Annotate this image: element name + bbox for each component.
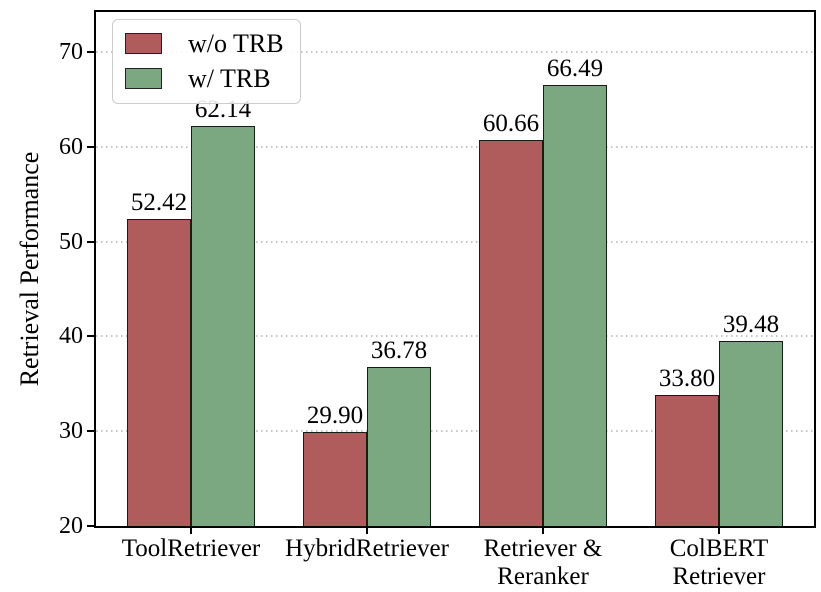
legend-item-wo-trb: w/o TRB (125, 30, 284, 57)
y-tick-mark-50 (87, 240, 96, 243)
x-tick-label-3: ColBERT Retriever (669, 535, 769, 590)
y-tick-label-70: 70 (59, 38, 83, 65)
y-tick-label-20: 20 (59, 513, 83, 539)
bar-wo-trb-3 (654, 395, 719, 526)
legend-swatch-wo-trb (125, 33, 162, 55)
bar-wo-trb-2 (478, 140, 543, 526)
y-tick-mark-40 (87, 335, 96, 338)
gridline-60 (96, 145, 814, 148)
y-axis-label: Retrieval Performance (15, 151, 44, 387)
x-tick-mark-3 (717, 525, 720, 534)
bar-w-trb-1 (367, 366, 431, 526)
bar-w-trb-3 (718, 341, 783, 526)
legend-label-wo-trb: w/o TRB (188, 29, 284, 58)
x-tick-mark-2 (541, 525, 544, 534)
plot-area: 20 30 40 50 60 70 ToolRetriever 52.42 62.14 Hybri… (59, 10, 816, 590)
gridline-30 (96, 430, 814, 433)
x-tick-label-0: ToolRetriever (121, 535, 261, 562)
gridline-70 (96, 50, 814, 53)
y-tick-mark-70 (87, 50, 96, 53)
y-tick-label-60: 60 (59, 133, 83, 160)
bar-wo-trb-0 (127, 218, 192, 526)
x-tick-label-2: Retriever & Reranker (483, 535, 603, 590)
y-tick-label-40: 40 (59, 323, 83, 350)
x-tick-mark-1 (366, 525, 368, 534)
value-label-w-trb-2: 66.49 (546, 55, 604, 83)
x-tick-label-1: HybridRetriever (285, 535, 449, 562)
bar-w-trb-2 (542, 85, 607, 526)
y-tick-mark-30 (87, 430, 96, 433)
y-tick-label-50: 50 (59, 228, 83, 255)
chart-layer: 20 30 40 50 60 70 ToolRetriever 52.42 62.14 Hybri… (59, 12, 814, 590)
y-tick-mark-60 (87, 145, 96, 148)
legend-label-w-trb: w/ TRB (188, 64, 271, 94)
gridline-50 (96, 240, 814, 243)
legend-swatch-w-trb (125, 68, 162, 90)
gridline-40 (96, 335, 814, 338)
legend: w/o TRB w/ TRB (112, 19, 301, 104)
value-label-w-trb-1: 36.78 (370, 336, 428, 364)
legend-item-w-trb: w/ TRB (125, 64, 284, 94)
bar-w-trb-0 (191, 126, 256, 526)
bar-wo-trb-1 (303, 432, 367, 526)
x-tick-mark-0 (190, 525, 193, 534)
y-tick-mark-20 (87, 525, 96, 527)
y-tick-label-30: 30 (59, 418, 83, 445)
value-label-w-trb-3: 39.48 (722, 311, 780, 339)
